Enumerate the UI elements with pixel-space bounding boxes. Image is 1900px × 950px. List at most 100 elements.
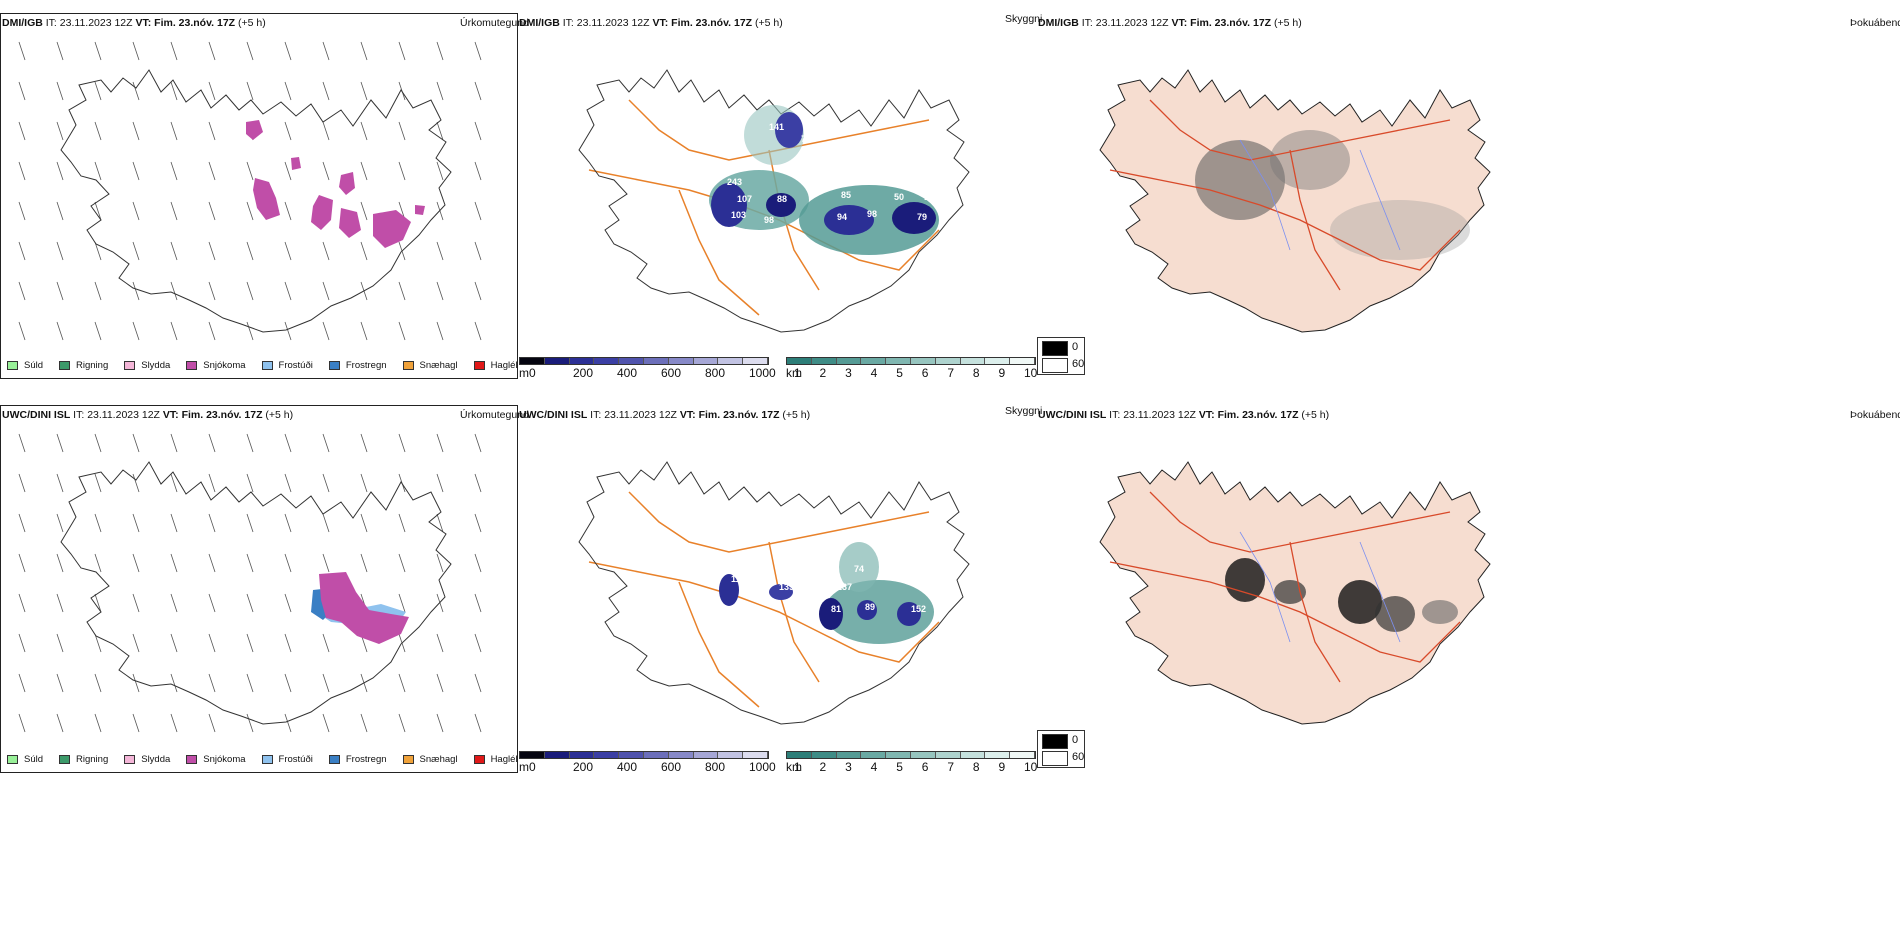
wind-barb	[132, 81, 140, 101]
wind-barb	[360, 553, 368, 573]
precip-legend: Súld Rigning Slydda Snjókoma Frostúði Frostre…	[7, 360, 534, 371]
fog-legend-swatch	[1042, 358, 1068, 373]
legend-item: Frostregn	[328, 360, 387, 371]
wind-barbs	[18, 41, 482, 341]
road-line	[768, 541, 820, 683]
legend-swatch	[328, 755, 340, 764]
wind-barb	[94, 433, 102, 453]
wind-barb	[94, 81, 102, 101]
colorbar-strip	[786, 357, 1036, 365]
river-line	[1239, 531, 1291, 643]
snow-area	[253, 178, 280, 220]
wind-barb	[18, 433, 26, 453]
wind-barb	[398, 553, 406, 573]
colorbar-bin	[693, 358, 719, 364]
colorbar-bin	[619, 358, 644, 364]
wind-barb	[284, 513, 292, 533]
it-label: IT:	[45, 17, 57, 29]
cloud-base-value: 97	[939, 194, 949, 204]
wind-barb	[436, 241, 444, 261]
colorbar-tick: 200	[573, 366, 594, 380]
river-line	[1359, 149, 1401, 251]
wind-barb	[208, 473, 216, 493]
cloud-base-value: 116	[924, 192, 939, 202]
wind-barb	[322, 161, 330, 181]
wind-barb	[398, 121, 406, 141]
colorbar-bin	[743, 358, 768, 364]
precip-type-map	[18, 433, 482, 733]
legend-swatch	[59, 755, 71, 764]
wind-barb	[284, 121, 292, 141]
wind-barb	[170, 593, 178, 613]
wind-barb	[360, 513, 368, 533]
lead-time: (+5 h)	[755, 17, 783, 29]
wind-barb	[398, 321, 406, 341]
colorbar-bin	[836, 358, 862, 364]
wind-barb	[474, 121, 482, 141]
wind-barbs	[18, 433, 482, 733]
wind-barb	[208, 41, 216, 61]
road-line	[1289, 541, 1341, 683]
road-line	[678, 581, 760, 708]
panel-header: UWC/DINI ISL IT: 23.11.2023 12Z VT: Fim.…	[519, 409, 810, 421]
wind-barb	[170, 673, 178, 693]
colorbar-strip	[786, 751, 1036, 759]
wind-barb	[132, 121, 140, 141]
wind-barb	[322, 241, 330, 261]
wind-barb	[284, 433, 292, 453]
wind-barb	[94, 633, 102, 653]
colorbar-tick: 0	[529, 366, 536, 380]
model-name: DMI/IGB	[2, 17, 43, 29]
snow-area	[339, 208, 361, 238]
legend-label: Rigning	[76, 754, 109, 765]
wind-barb	[436, 281, 444, 301]
wind-barb	[246, 161, 254, 181]
wind-barb	[246, 41, 254, 61]
visibility-areas	[709, 105, 939, 255]
colorbar-tick: 1000	[749, 366, 776, 380]
it-label: IT:	[1109, 409, 1121, 421]
wind-barb	[208, 553, 216, 573]
wind-barb	[284, 321, 292, 341]
legend-label: Súld	[24, 754, 44, 765]
wind-barb	[474, 513, 482, 533]
fog-legend: 0 60	[1037, 730, 1085, 768]
colorbar-tick: 800	[705, 366, 726, 380]
fog-area	[1422, 600, 1458, 624]
wind-barb	[322, 81, 330, 101]
precip-areas	[311, 572, 409, 644]
wind-barb	[322, 633, 330, 653]
legend-item: Slydda	[124, 360, 170, 371]
ceiling-area	[766, 193, 796, 217]
colorbar-bin	[836, 752, 862, 758]
colorbar-bin	[910, 358, 936, 364]
wind-barb	[474, 633, 482, 653]
wind-barb	[322, 41, 330, 61]
cloud-base-value: 98	[867, 209, 877, 219]
wind-barb	[246, 713, 254, 733]
precip-type-map	[18, 41, 482, 341]
snow-area	[319, 572, 409, 644]
iceland-outline	[578, 69, 970, 333]
wind-barb	[18, 201, 26, 221]
colorbar-tick: 7	[947, 760, 955, 774]
lead-time: (+5 h)	[782, 409, 811, 421]
panel-header: DMI/IGB IT: 23.11.2023 12Z VT: Fim. 23.n…	[1038, 17, 1302, 29]
colorbar-tick: 800	[705, 760, 726, 774]
wind-barb	[208, 281, 216, 301]
legend-label: Snæhagl	[419, 360, 458, 371]
colorbar-tick: 3	[845, 366, 852, 380]
cloud-base-value: 79	[917, 212, 927, 222]
wind-barb	[474, 81, 482, 101]
wind-barb	[18, 673, 26, 693]
cloud-base-value: 107	[737, 194, 752, 204]
wind-barb	[360, 241, 368, 261]
legend-item: Slydda	[124, 754, 170, 765]
wind-barb	[284, 553, 292, 573]
it-value: 23.11.2023 12Z	[1123, 409, 1196, 421]
legend-swatch	[328, 361, 340, 370]
iceland-outline	[60, 461, 452, 725]
road-line	[1149, 491, 1451, 553]
fog-legend-label: 60	[1072, 751, 1085, 763]
precip-type-title: Úrkomutegund	[460, 17, 529, 29]
